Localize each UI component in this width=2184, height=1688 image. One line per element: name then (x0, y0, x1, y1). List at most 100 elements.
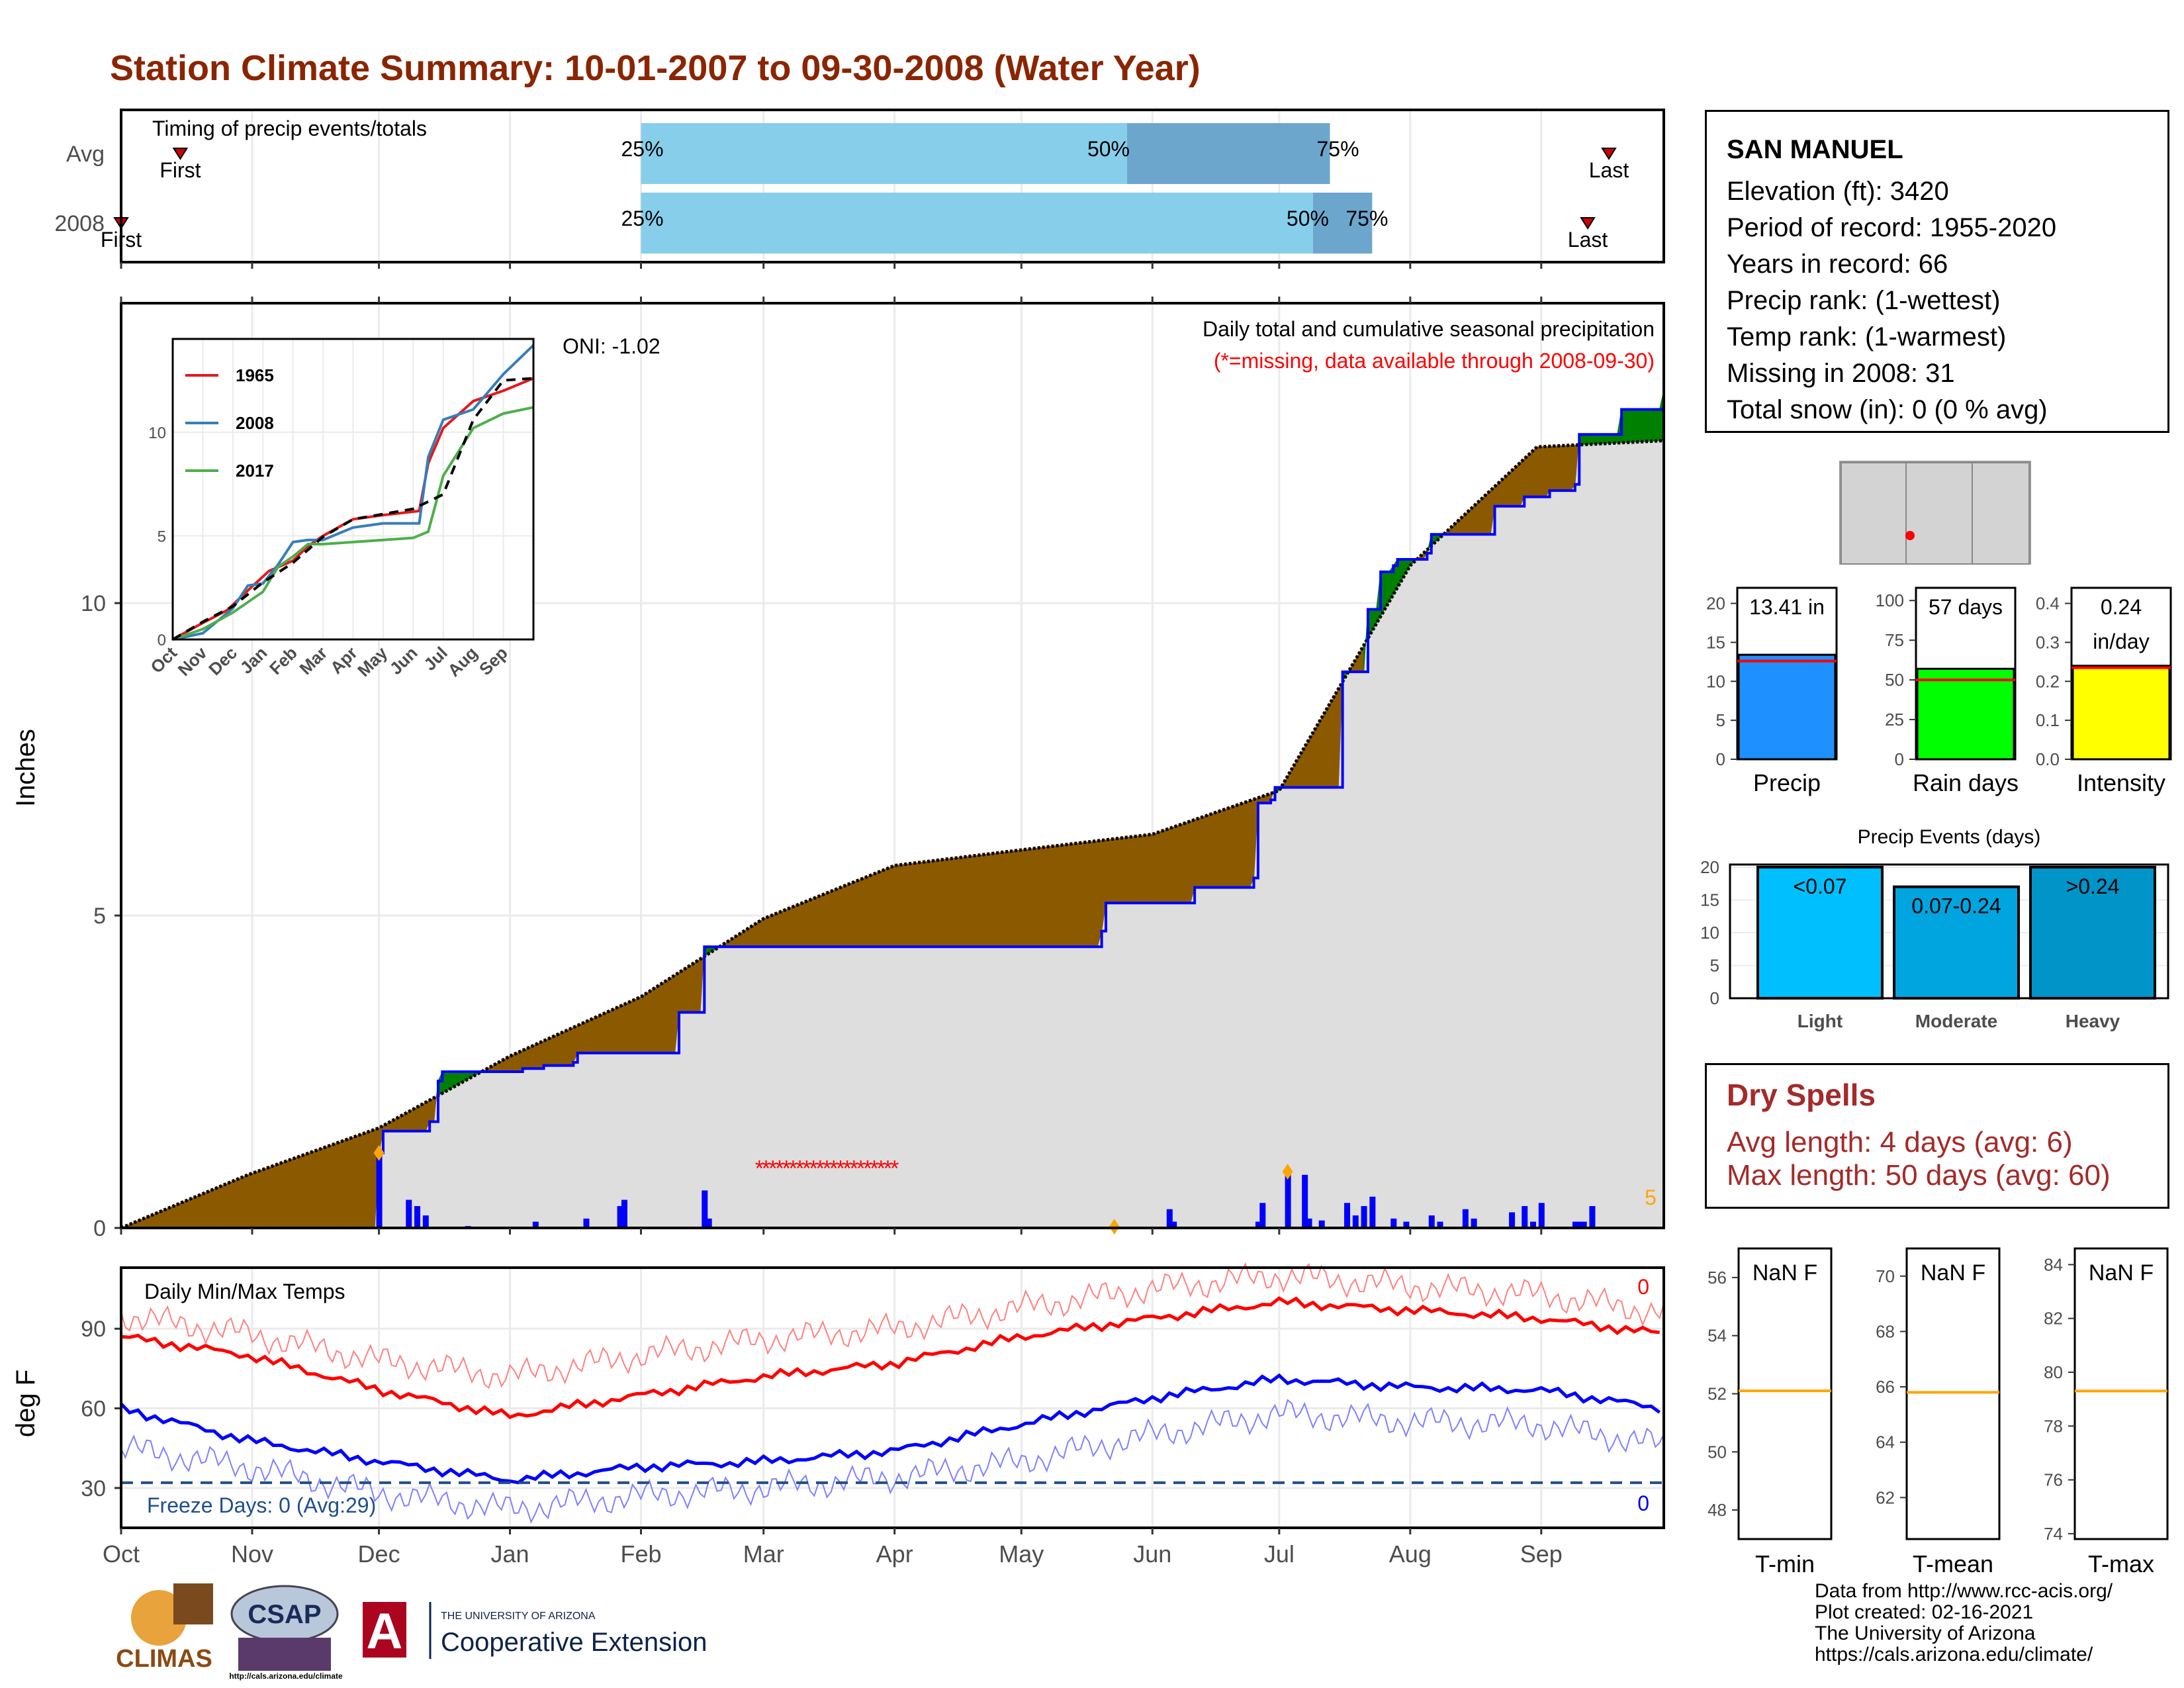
deficit-area (248, 1172, 253, 1229)
missing-day-marker: * (870, 1156, 878, 1182)
daily-precip-bar (1589, 1205, 1596, 1228)
deficit-area (792, 904, 798, 947)
stat-bar-tick: 0.3 (2036, 632, 2060, 652)
deficit-area (1139, 835, 1144, 904)
daily-precip-bar (1285, 1172, 1291, 1228)
stat-bar-tick: 15 (1706, 632, 1725, 652)
daily-precip-bar (532, 1221, 539, 1228)
precip-ytick-label: 5 (93, 904, 106, 929)
deficit-area (365, 1130, 371, 1229)
daily-precip-bar (1352, 1215, 1359, 1228)
deficit-area (670, 974, 676, 1054)
stat-bar-tick: 0.4 (2036, 594, 2060, 614)
deficit-area (1017, 849, 1022, 947)
deficit-area (416, 1104, 422, 1132)
deficit-area (1240, 802, 1246, 888)
quartile-label-75: 75% (1345, 207, 1388, 230)
precip-note-line1: Daily total and cumulative seasonal prec… (1203, 317, 1655, 341)
deficit-area (944, 858, 950, 947)
temp-box-value: NaN F (1752, 1260, 1817, 1286)
deficit-area (1156, 831, 1161, 904)
deficit-area (1025, 848, 1030, 947)
deficit-area (332, 1143, 338, 1229)
deficit-area (1334, 687, 1339, 788)
deficit-area (936, 859, 942, 947)
info-line: Temp rank: (1-warmest) (1727, 322, 2007, 352)
month-tick-label: Apr (876, 1540, 913, 1568)
deficit-area (1224, 807, 1229, 888)
deficit-area (852, 880, 857, 947)
stat-bar-value: 13.41 in (1749, 595, 1825, 619)
daily-precip-bar (1522, 1205, 1528, 1228)
deficit-area (1126, 836, 1132, 904)
deficit-area (1304, 738, 1310, 788)
deficit-area (349, 1136, 354, 1229)
deficit-area (289, 1157, 295, 1229)
deficit-area (1321, 709, 1326, 788)
daily-precip-bar (621, 1199, 627, 1228)
deficit-area (822, 892, 828, 947)
daily-precip-bar (1166, 1209, 1173, 1228)
missing-day-marker: * (843, 1156, 852, 1182)
surplus-area (1638, 408, 1643, 443)
deficit-area (535, 1042, 540, 1069)
cumulative-2008-line (121, 390, 1665, 1229)
inset-series-line (172, 406, 534, 641)
surplus-area (1625, 408, 1631, 444)
missing-day-marker: * (802, 1156, 811, 1182)
deficit-area (1211, 812, 1216, 888)
deficit-area (264, 1166, 270, 1229)
heavy-event-marker (1282, 1164, 1293, 1180)
deficit-area (1050, 845, 1056, 947)
deficit-area (1114, 837, 1119, 904)
events-bar-label: >0.24 (2066, 874, 2120, 898)
deficit-area (197, 1194, 202, 1229)
missing-day-marker: * (863, 1156, 872, 1182)
missing-day-marker: * (856, 1156, 865, 1182)
month-tick-label: Mar (743, 1540, 784, 1568)
deficit-area (932, 860, 938, 947)
deficit-area (860, 876, 866, 947)
deficit-area (1177, 823, 1183, 904)
deficit-area (1160, 829, 1165, 904)
first-event-marker (172, 148, 189, 160)
deficit-area (1130, 835, 1136, 904)
deficit-area (886, 867, 891, 947)
daily-precip-bar (1318, 1220, 1325, 1228)
deficit-area (218, 1185, 223, 1229)
deficit-area (585, 1019, 591, 1054)
footer-line: The University of Arizona (1815, 1622, 2036, 1644)
quartile-bar-50-75 (1126, 123, 1330, 184)
deficit-area (1245, 800, 1250, 888)
deficit-area (556, 1032, 561, 1066)
deficit-area (928, 860, 933, 947)
missing-day-marker: * (789, 1156, 797, 1182)
stat-bar-tick: 10 (1706, 671, 1725, 691)
daily-precip-bar (376, 1152, 383, 1228)
deficit-area (882, 868, 887, 947)
deficit-area (1021, 849, 1026, 947)
events-category-label: Heavy (2066, 1011, 2120, 1031)
temp-box-frame (1905, 1247, 2001, 1540)
deficit-area (1148, 833, 1153, 904)
cumulative-base-area (121, 440, 1664, 1229)
quartile-label-50: 50% (1287, 207, 1329, 230)
deficit-area (188, 1197, 194, 1229)
deficit-area (1507, 469, 1512, 507)
deficit-area (226, 1181, 232, 1229)
last-event-marker (1580, 217, 1596, 230)
missing-day-marker: * (796, 1156, 804, 1182)
deficit-area (1046, 846, 1052, 947)
precip-panel-frame (120, 302, 1665, 1229)
deficit-area (1553, 445, 1559, 491)
deficit-area (1199, 816, 1204, 888)
deficit-area (526, 1046, 531, 1069)
deficit-area (1063, 843, 1069, 947)
deficit-area (569, 1027, 574, 1066)
deficit-area (831, 889, 836, 947)
month-tick-label: Jan (491, 1540, 529, 1568)
deficit-area (1532, 445, 1537, 498)
temp-box-tick: 78 (2044, 1416, 2063, 1436)
stat-bar-tick: 0 (1895, 749, 1904, 769)
deficit-area (1528, 449, 1533, 498)
